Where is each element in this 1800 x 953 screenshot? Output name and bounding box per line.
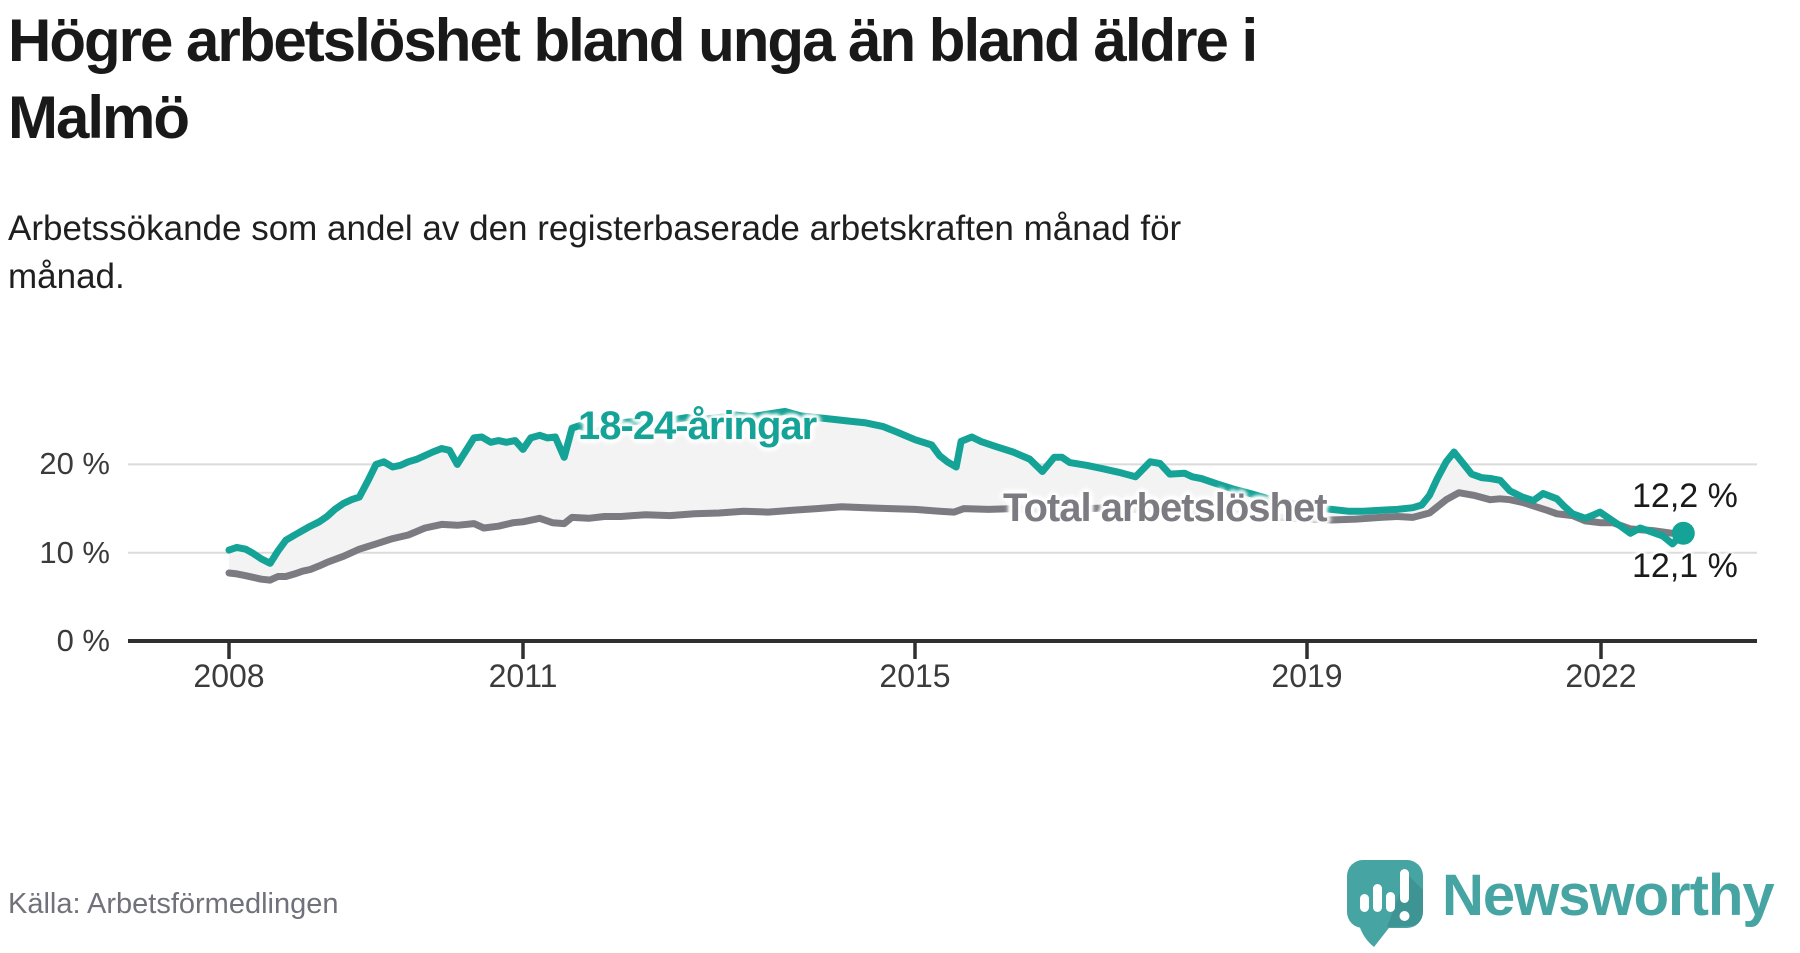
page-subtitle-line2: månad.	[8, 257, 125, 296]
end-value-label-18-24: 12,2 %	[1632, 477, 1738, 515]
page-title-line1: Högre arbetslöshet bland unga än bland ä…	[8, 7, 1258, 74]
page-subtitle-line1: Arbetssökande som andel av den registerb…	[8, 209, 1182, 248]
series-label-18-24: 18-24-åringar	[578, 404, 817, 448]
series-line-18-24	[225, 407, 1687, 567]
x-tick-label: 2019	[1271, 658, 1343, 694]
x-tick-label: 2015	[879, 658, 951, 694]
end-value-label-total: 12,1 %	[1632, 547, 1738, 585]
page-subtitle: Arbetssökande som andel av den registerb…	[8, 205, 1181, 301]
band-fill	[229, 411, 1684, 581]
newsworthy-logo-icon	[1347, 860, 1423, 947]
page-title-line2: Malmö	[8, 84, 190, 151]
x-tick-label: 2022	[1565, 658, 1637, 694]
y-tick-label: 10 %	[39, 534, 110, 570]
x-tick-label: 2008	[193, 658, 265, 694]
end-dot	[1671, 521, 1695, 545]
x-tick-label: 2011	[488, 658, 558, 694]
source-text: Källa: Arbetsförmedlingen	[8, 888, 339, 920]
y-tick-label: 0 %	[56, 623, 110, 658]
y-tick-label: 20 %	[39, 446, 110, 482]
newsworthy-logo-text: Newsworthy	[1442, 863, 1775, 928]
page-title: Högre arbetslöshet bland unga än bland ä…	[8, 2, 1258, 156]
series-line-total	[225, 489, 1687, 584]
series-label-total: Total arbetslöshet	[1003, 486, 1328, 530]
